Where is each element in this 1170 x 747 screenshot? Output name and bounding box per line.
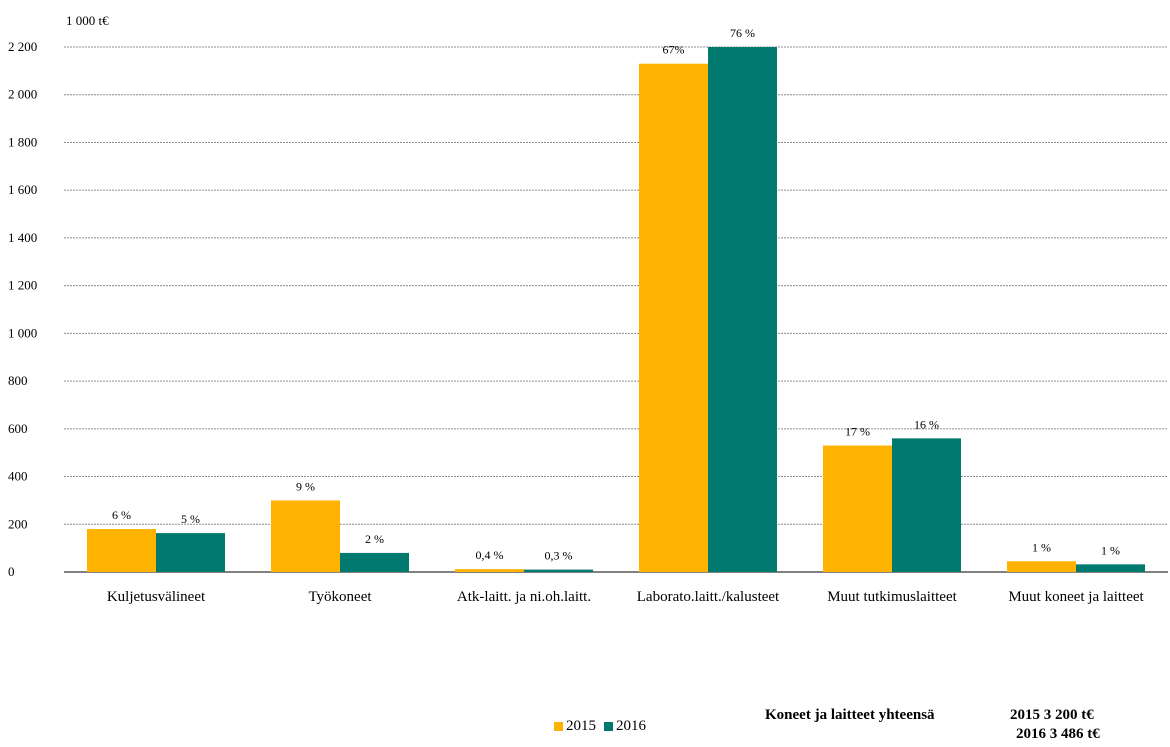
y-tick-label: 1 000 — [8, 325, 37, 340]
legend: 2015 2016 — [554, 718, 654, 735]
data-label: 1 % — [1101, 543, 1120, 557]
data-label: 76 % — [730, 26, 755, 40]
y-tick-label: 1 400 — [8, 230, 37, 245]
bar-2015 — [455, 569, 524, 572]
legend-swatch-2016 — [604, 722, 613, 731]
data-label: 9 % — [296, 479, 315, 493]
data-label: 1 % — [1032, 540, 1051, 554]
y-tick-label: 600 — [8, 421, 28, 436]
y-tick-label: 1 600 — [8, 182, 37, 197]
legend-item-2016: 2016 — [604, 718, 646, 735]
legend-swatch-2015 — [554, 722, 563, 731]
bar-2016 — [1076, 564, 1145, 572]
y-tick-label: 2 000 — [8, 87, 37, 102]
data-label: 2 % — [365, 532, 384, 546]
bar-2015 — [271, 500, 340, 572]
totals-row-2015: 2015 3 200 t€ — [1010, 707, 1094, 723]
legend-item-2015: 2015 — [554, 718, 596, 735]
legend-label-2016: 2016 — [616, 718, 646, 734]
data-label: 17 % — [845, 425, 870, 439]
data-label: 16 % — [914, 417, 939, 431]
y-tick-label: 800 — [8, 373, 28, 388]
data-label: 6 % — [112, 508, 131, 522]
y-tick-label: 0 — [8, 564, 15, 579]
data-label: 0,4 % — [476, 548, 504, 562]
x-category-label: Kuljetusvälineet — [107, 589, 206, 605]
legend-label-2015: 2015 — [566, 718, 596, 734]
bar-2015 — [87, 529, 156, 572]
y-tick-label: 200 — [8, 516, 28, 531]
y-axis-label: 1 000 t€ — [66, 13, 109, 28]
bar-2016 — [524, 569, 593, 572]
y-tick-label: 1 200 — [8, 278, 37, 293]
x-category-label: Atk-laitt. ja ni.oh.laitt. — [457, 589, 591, 605]
bar-2015 — [823, 445, 892, 572]
bar-2015 — [1007, 561, 1076, 572]
x-category-label: Työkoneet — [308, 589, 372, 605]
data-label: 0,3 % — [545, 549, 573, 563]
y-tick-label: 400 — [8, 469, 28, 484]
bar-2016 — [340, 552, 409, 572]
x-category-label: Muut koneet ja laitteet — [1008, 589, 1144, 605]
data-label: 5 % — [181, 512, 200, 526]
data-label: 67% — [663, 43, 685, 57]
totals-label: Koneet ja laitteet yhteensä — [765, 707, 935, 723]
y-tick-label: 1 800 — [8, 134, 37, 149]
bar-2016 — [708, 47, 777, 572]
x-category-label: Muut tutkimuslaitteet — [827, 589, 957, 605]
x-category-label: Laborato.laitt./kalusteet — [637, 589, 780, 605]
bar-2016 — [156, 533, 225, 572]
bar-2016 — [892, 438, 961, 572]
totals-row-2016: 2016 3 486 t€ — [1016, 726, 1100, 742]
bar-chart: 0 200 400 600 800 1 000 1 200 1 400 1 600 1 800 2 … — [8, 26, 1168, 605]
y-tick-label: 2 200 — [8, 39, 37, 54]
bar-2015 — [639, 63, 708, 573]
